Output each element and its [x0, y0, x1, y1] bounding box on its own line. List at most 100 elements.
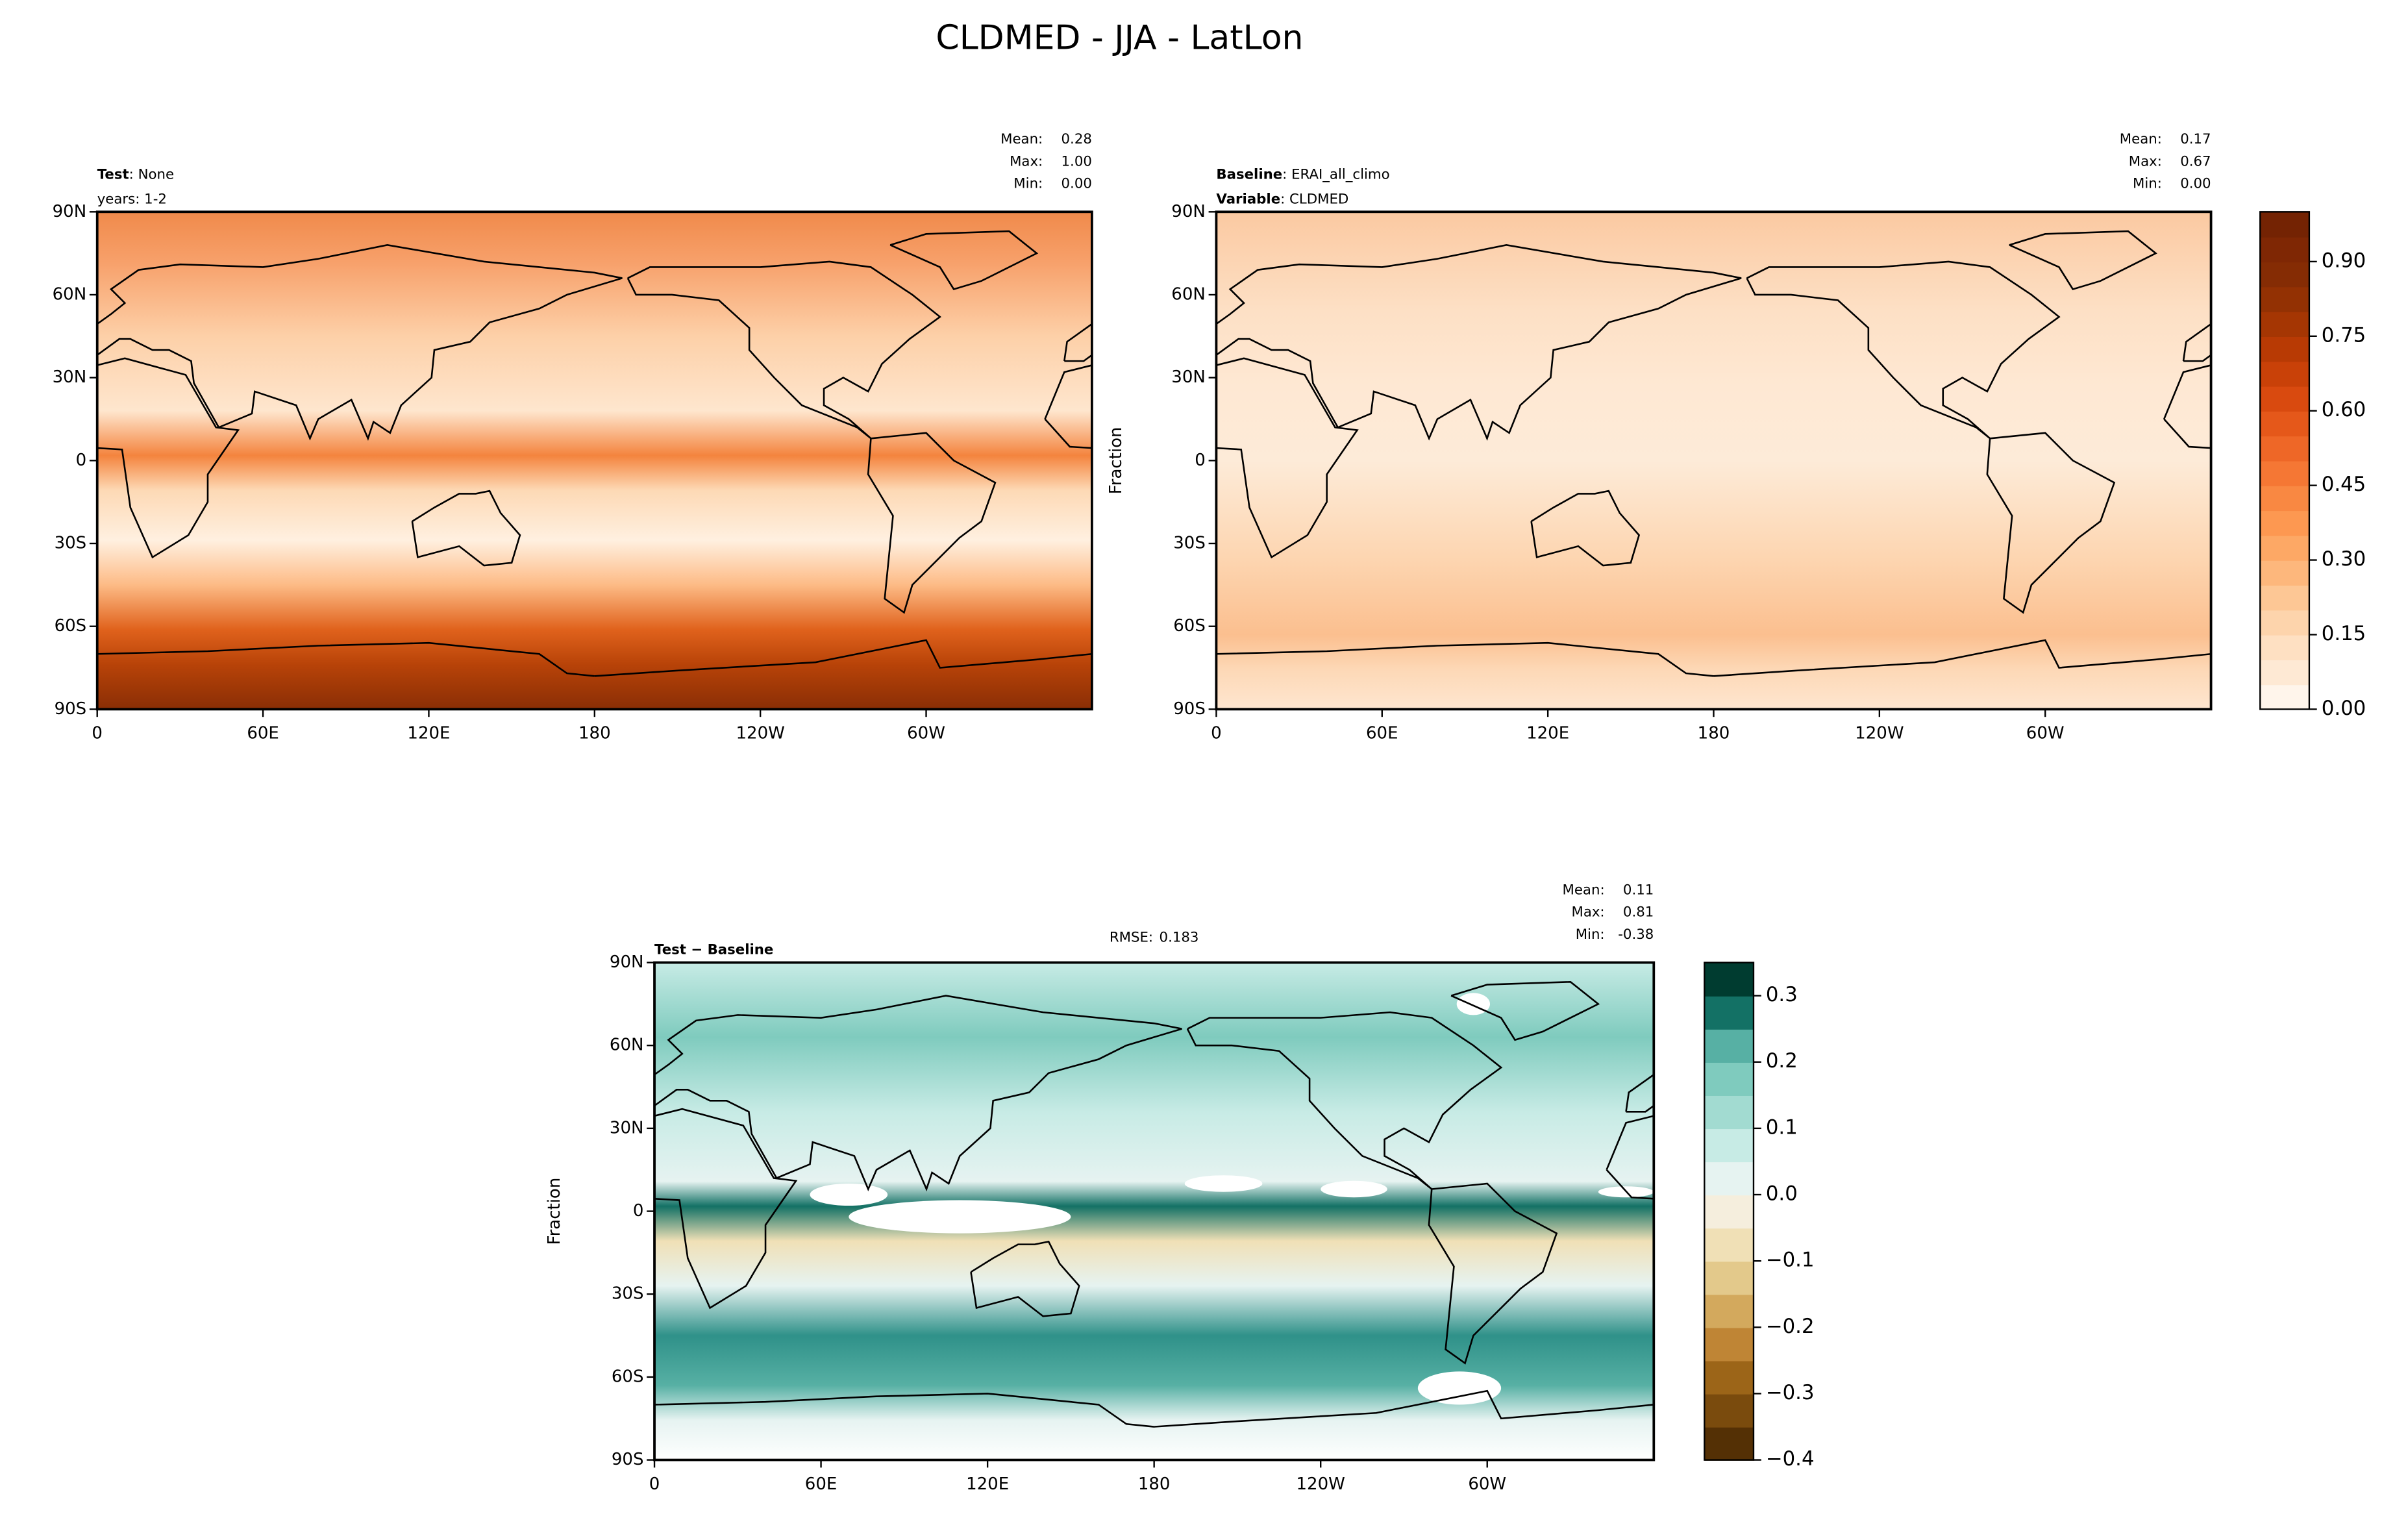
coastline	[430, 1184, 558, 1363]
colorbar-frame	[1704, 962, 1755, 1461]
stat-value: 1.00	[1061, 153, 1092, 169]
y-tick-label: 90N	[610, 952, 644, 972]
colorbar-level	[1704, 1360, 1754, 1395]
x-tick-label: 60E	[1366, 724, 1398, 743]
x-tick-label: 180	[1138, 1474, 1171, 1494]
field	[97, 212, 1092, 710]
coastline	[1216, 244, 1742, 441]
figure-title: CLDMED - JJA - LatLon	[936, 18, 1303, 57]
colorbar-tick-label: 0.90	[2322, 249, 2366, 272]
rmse-name: RMSE:	[1110, 930, 1153, 946]
stat-name: Min:	[1576, 926, 1605, 943]
coastline	[654, 995, 1182, 1192]
x-tick-label: 60W	[1468, 1474, 1506, 1494]
panel-label: Test − Baseline	[654, 942, 773, 958]
y-tick-label: 30N	[1171, 367, 1206, 387]
panel-label-part: Baseline	[1216, 167, 1282, 183]
colorbar-tick-label: 0.0	[1766, 1182, 1798, 1206]
colorbar-level	[2260, 286, 2309, 312]
colorbar-tick-label: 0.00	[2322, 697, 2366, 720]
panel-label: Variable: CLDMED	[1216, 191, 1348, 207]
y-tick-label: 90S	[55, 699, 87, 719]
coastline	[452, 982, 599, 1039]
coastline	[627, 260, 941, 440]
x-tick-label: 0	[92, 724, 103, 743]
colorbar-level	[1704, 995, 1754, 1030]
colorbar-level	[1704, 1161, 1754, 1196]
colorbar-level	[2260, 212, 2309, 238]
colorbar-level	[2260, 485, 2309, 512]
coastline	[411, 490, 521, 567]
stat-value: 0.00	[2180, 176, 2211, 192]
colorbar-level	[2260, 436, 2309, 462]
colorbar-frame	[2259, 211, 2311, 710]
x-tick-label: 60W	[907, 724, 945, 743]
colorbar-level	[1704, 1393, 1754, 1428]
stat-name: Max:	[1571, 904, 1604, 921]
y-tick-label: 60S	[1173, 616, 1206, 636]
y-tick-label: 30N	[53, 367, 87, 387]
stat-name: Max:	[2129, 153, 2162, 169]
y-tick-label: 60S	[55, 616, 87, 636]
colorbar-tick-label: −0.3	[1766, 1381, 1815, 1404]
field	[1216, 212, 2211, 710]
x-tick-label: 120E	[407, 724, 450, 743]
colorbar-tick-label: 0.30	[2322, 547, 2366, 571]
y-tick-label: 90N	[1171, 202, 1206, 221]
y-tick-label: 0	[633, 1201, 644, 1221]
colorbar-level	[2260, 460, 2309, 486]
colorbar-level	[1704, 1095, 1754, 1130]
colorbar-tick-label: 0.3	[1766, 983, 1798, 1006]
stat-name: Mean:	[1563, 882, 1605, 898]
panel-label-part: : ERAI_all_climo	[1282, 167, 1389, 183]
colorbar-level	[1704, 1426, 1754, 1461]
colorbar-level	[2260, 311, 2309, 337]
y-tick-label: 60S	[612, 1367, 644, 1386]
colorbar-tick-label: 0.45	[2322, 473, 2366, 496]
x-tick-label: 120W	[1855, 724, 1904, 743]
stat-value: 0.00	[1061, 176, 1092, 192]
field-blob	[849, 1200, 1071, 1234]
panel-label: Test: None	[97, 167, 174, 183]
y-tick-label: 0	[1195, 451, 1206, 470]
colorbar-level	[1704, 1062, 1754, 1096]
panel-label: Baseline: ERAI_all_climo	[1216, 167, 1389, 183]
colorbar-level	[1704, 1327, 1754, 1361]
y-tick-label: 90N	[53, 202, 87, 221]
y-tick-label: 60N	[1171, 284, 1206, 304]
coastline	[97, 641, 595, 677]
coastline	[1713, 639, 2211, 677]
panel-label-part: Test	[97, 167, 129, 183]
y-axis-label: Fraction	[1106, 427, 1126, 494]
field-blob	[1184, 1175, 1263, 1192]
panel-label-part: : None	[129, 167, 174, 183]
colorbar-level	[2260, 610, 2309, 636]
colorbar-level	[2260, 560, 2309, 586]
y-tick-label: 0	[76, 451, 87, 470]
stat-name: Min:	[2133, 176, 2162, 192]
y-tick-label: 30S	[1173, 534, 1206, 553]
colorbar-level	[1704, 1128, 1754, 1163]
colorbar-level	[2260, 236, 2309, 263]
colorbar-level	[2260, 510, 2309, 536]
coastline	[1450, 980, 1600, 1041]
y-tick-label: 90S	[612, 1450, 644, 1469]
field-blob	[810, 1183, 888, 1206]
coastline	[0, 433, 1, 613]
x-tick-label: 0	[1211, 724, 1222, 743]
x-tick-label: 60E	[247, 724, 279, 743]
coastline	[188, 1012, 502, 1189]
field-blob	[1456, 993, 1491, 1015]
coastline	[594, 639, 1092, 677]
colorbar-level	[2260, 361, 2309, 387]
coastline	[654, 1108, 798, 1310]
colorbar-tick-label: −0.4	[1766, 1447, 1815, 1471]
colorbar-level	[2260, 584, 2309, 611]
coastline	[867, 432, 997, 614]
y-tick-label: 60N	[610, 1036, 644, 1055]
x-tick-label: 180	[578, 724, 611, 743]
panel-label-part: Test − Baseline	[654, 942, 773, 958]
x-tick-label: 120W	[1297, 1474, 1345, 1494]
x-tick-label: 120E	[1526, 724, 1569, 743]
